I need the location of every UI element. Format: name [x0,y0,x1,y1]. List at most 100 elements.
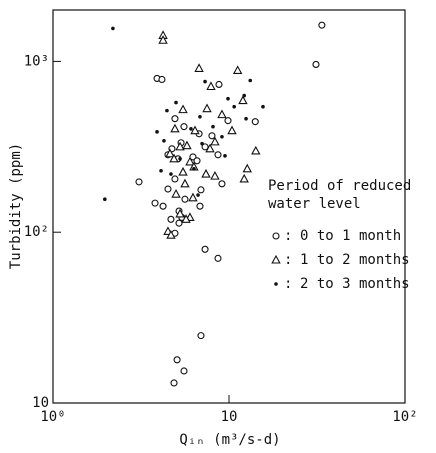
point [155,130,159,134]
point [103,197,107,202]
x-tick-label: 10² [392,409,417,425]
point [232,65,243,75]
point [201,245,209,253]
point [197,332,205,340]
point [200,141,204,146]
point [162,138,166,143]
point [175,219,183,227]
point [227,125,237,135]
point [185,156,195,166]
point [242,93,246,98]
point [171,189,181,198]
legend-symbol [274,282,278,286]
point [178,166,188,176]
point [169,153,179,163]
legend-title: Period of reduced [268,178,411,194]
point [159,168,163,173]
point [175,208,185,218]
point [188,192,198,202]
legend-label: 2 to 3 months [300,276,410,292]
point [197,186,205,194]
point [180,178,190,188]
point [181,195,189,203]
point [226,96,230,101]
point [206,81,216,91]
legend-separator: : [284,276,292,292]
point [181,214,191,223]
legend-separator: : [284,228,292,244]
point [214,254,222,262]
point [164,185,172,193]
point [151,199,159,207]
point [242,163,252,173]
point [175,141,185,151]
point [178,157,182,161]
point [174,100,178,105]
point [261,104,265,109]
point [190,125,200,135]
point [169,172,173,176]
point [193,157,201,165]
legend-separator: : [284,252,292,268]
point [158,35,168,44]
point [189,127,193,131]
x-tick-label: 10⁰ [40,409,65,425]
point [196,193,200,197]
point [192,167,196,171]
point [202,103,212,113]
legend-title: water level [268,196,361,212]
x-axis-label: Qᵢₙ (m³/s-d) [179,432,280,448]
point [318,21,326,29]
legend-symbol [271,254,281,264]
point [205,143,215,153]
y-tick-label: 10³ [24,53,49,69]
point [173,356,181,364]
point [135,178,143,186]
point [194,63,204,72]
point [218,180,226,188]
point [312,60,320,68]
point [180,367,188,375]
point [178,104,188,114]
point [251,118,259,126]
point [244,116,248,121]
point [111,26,115,31]
point [167,215,175,223]
point [170,379,178,387]
legend-symbol [272,232,280,240]
point [201,168,211,178]
point [238,95,248,105]
point [248,78,253,83]
point [211,124,215,129]
point [171,115,179,123]
point [159,202,167,210]
point [215,80,223,89]
point [223,154,227,158]
point [239,173,249,183]
y-axis-label: Turbidity (ppm) [8,143,24,269]
point [220,134,224,139]
point [165,148,175,158]
point [210,170,220,180]
point [182,140,192,150]
point [170,123,180,133]
x-tick-label: 10 [221,409,238,425]
point [214,151,222,159]
y-tick-label: 10² [24,224,49,240]
point [165,108,169,113]
legend-label: 0 to 1 month [300,228,401,244]
point [180,123,188,131]
point [232,104,236,109]
point [217,109,227,119]
point [158,75,166,84]
y-tick-label: 10 [32,395,49,411]
point [203,79,207,84]
point [201,143,209,151]
point [171,175,179,183]
point [166,230,176,239]
legend-label: 1 to 2 months [300,252,410,268]
point [208,132,216,140]
point [251,145,261,155]
point [198,114,202,119]
